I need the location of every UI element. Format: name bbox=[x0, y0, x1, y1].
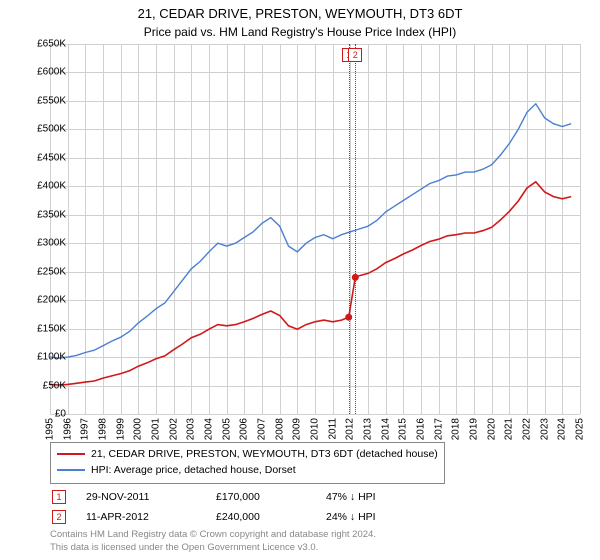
legend-item: HPI: Average price, detached house, Dors… bbox=[57, 463, 438, 479]
gridline-horizontal bbox=[50, 414, 580, 415]
legend-swatch bbox=[57, 469, 85, 471]
y-axis-tick-label: £300K bbox=[37, 238, 66, 249]
y-axis-tick-label: £200K bbox=[37, 295, 66, 306]
x-axis-tick-label: 1996 bbox=[62, 418, 73, 440]
x-axis-tick-label: 1995 bbox=[45, 418, 56, 440]
sale-price: £240,000 bbox=[216, 511, 326, 523]
y-axis-tick-label: £150K bbox=[37, 323, 66, 334]
legend-swatch bbox=[57, 453, 85, 455]
y-axis-tick-label: £450K bbox=[37, 152, 66, 163]
chart-svg bbox=[50, 44, 580, 414]
sale-hpi-delta: 24% ↓ HPI bbox=[326, 511, 376, 523]
x-axis-tick-label: 2001 bbox=[151, 418, 162, 440]
annotation-marker: 2 bbox=[348, 48, 362, 62]
x-axis-tick-label: 2016 bbox=[416, 418, 427, 440]
y-axis-tick-label: £500K bbox=[37, 124, 66, 135]
legend-item: 21, CEDAR DRIVE, PRESTON, WEYMOUTH, DT3 … bbox=[57, 447, 438, 463]
x-axis-tick-label: 2020 bbox=[486, 418, 497, 440]
x-axis-tick-label: 2000 bbox=[133, 418, 144, 440]
footer-line1: Contains HM Land Registry data © Crown c… bbox=[50, 529, 376, 541]
x-axis-tick-label: 2006 bbox=[239, 418, 250, 440]
x-axis-tick-label: 2015 bbox=[398, 418, 409, 440]
sale-marker-box: 2 bbox=[52, 510, 66, 524]
x-axis-tick-label: 2017 bbox=[433, 418, 444, 440]
x-axis-tick-label: 2012 bbox=[345, 418, 356, 440]
chart-title: 21, CEDAR DRIVE, PRESTON, WEYMOUTH, DT3 … bbox=[0, 0, 600, 23]
legend-area: 21, CEDAR DRIVE, PRESTON, WEYMOUTH, DT3 … bbox=[50, 442, 580, 524]
x-axis-tick-label: 2023 bbox=[539, 418, 550, 440]
legend-box: 21, CEDAR DRIVE, PRESTON, WEYMOUTH, DT3 … bbox=[50, 442, 445, 484]
x-axis-tick-label: 2021 bbox=[504, 418, 515, 440]
y-axis-tick-label: £400K bbox=[37, 181, 66, 192]
x-axis-tick-label: 2004 bbox=[204, 418, 215, 440]
x-axis-tick-label: 2013 bbox=[363, 418, 374, 440]
x-axis-tick-label: 2011 bbox=[327, 418, 338, 440]
sale-marker-box: 1 bbox=[52, 490, 66, 504]
x-axis-tick-label: 2019 bbox=[469, 418, 480, 440]
x-axis-tick-label: 1998 bbox=[98, 418, 109, 440]
y-axis-tick-label: £100K bbox=[37, 352, 66, 363]
y-axis-tick-label: £650K bbox=[37, 39, 66, 50]
footer-attribution: Contains HM Land Registry data © Crown c… bbox=[50, 529, 376, 554]
series-line-hpi bbox=[50, 104, 571, 358]
annotation-vline bbox=[355, 44, 356, 414]
series-line-property bbox=[50, 182, 571, 385]
x-axis-tick-label: 2014 bbox=[380, 418, 391, 440]
annotation-vline bbox=[349, 44, 350, 414]
x-axis-tick-label: 2024 bbox=[557, 418, 568, 440]
x-axis-tick-label: 2025 bbox=[575, 418, 586, 440]
sale-hpi-delta: 47% ↓ HPI bbox=[326, 491, 376, 503]
x-axis-tick-label: 2008 bbox=[274, 418, 285, 440]
y-axis-tick-label: £550K bbox=[37, 95, 66, 106]
legend-label: 21, CEDAR DRIVE, PRESTON, WEYMOUTH, DT3 … bbox=[91, 448, 438, 460]
x-axis-tick-label: 2007 bbox=[257, 418, 268, 440]
sale-date: 29-NOV-2011 bbox=[86, 491, 216, 503]
x-axis-tick-label: 2022 bbox=[522, 418, 533, 440]
sale-date: 11-APR-2012 bbox=[86, 511, 216, 523]
x-axis-tick-label: 2003 bbox=[186, 418, 197, 440]
x-axis-tick-label: 2018 bbox=[451, 418, 462, 440]
y-axis-tick-label: £600K bbox=[37, 67, 66, 78]
y-axis-tick-label: £250K bbox=[37, 266, 66, 277]
x-axis-tick-label: 2005 bbox=[221, 418, 232, 440]
chart-plot-area bbox=[50, 44, 580, 414]
chart-subtitle: Price paid vs. HM Land Registry's House … bbox=[0, 23, 600, 43]
x-axis-tick-label: 2002 bbox=[168, 418, 179, 440]
sale-price: £170,000 bbox=[216, 491, 326, 503]
y-axis-tick-label: £350K bbox=[37, 209, 66, 220]
x-axis-tick-label: 1999 bbox=[115, 418, 126, 440]
legend-label: HPI: Average price, detached house, Dors… bbox=[91, 464, 296, 476]
footer-line2: This data is licensed under the Open Gov… bbox=[50, 542, 376, 554]
gridline-vertical bbox=[580, 44, 581, 414]
sale-row: 1 29-NOV-2011£170,00047% ↓ HPI bbox=[50, 490, 580, 504]
sale-row: 2 11-APR-2012£240,00024% ↓ HPI bbox=[50, 510, 580, 524]
x-axis-tick-label: 1997 bbox=[80, 418, 91, 440]
x-axis-tick-label: 2010 bbox=[310, 418, 321, 440]
x-axis-tick-label: 2009 bbox=[292, 418, 303, 440]
y-axis-tick-label: £50K bbox=[43, 380, 66, 391]
